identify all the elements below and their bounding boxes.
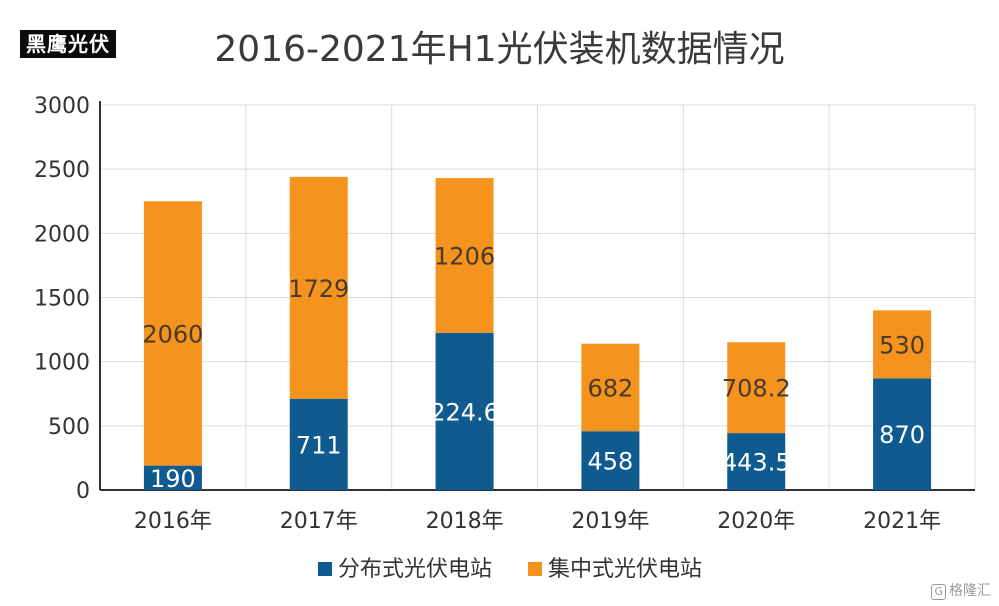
data-label-distributed: 458	[588, 448, 634, 476]
y-tick-label: 0	[76, 479, 90, 504]
data-label-distributed: 870	[879, 421, 925, 449]
x-tick-label: 2017年	[280, 509, 358, 534]
legend-swatch	[318, 562, 332, 576]
bar-centralized	[581, 343, 640, 432]
y-tick-label: 1500	[34, 287, 90, 312]
legend-swatch	[528, 562, 542, 576]
bar-centralized	[435, 178, 494, 333]
brand-logo: 黑鹰光伏	[20, 30, 116, 58]
watermark: G 格隆汇	[931, 580, 991, 600]
bar-distributed	[435, 332, 494, 490]
bar-distributed	[727, 433, 786, 490]
data-label-distributed: 224.6	[430, 398, 499, 426]
data-label-centralized: 530	[879, 331, 925, 359]
y-tick-label: 2000	[34, 222, 90, 247]
y-tick-label: 3000	[34, 94, 90, 119]
watermark-text: 格隆汇	[949, 583, 991, 599]
data-label-distributed: 443.5	[722, 449, 791, 477]
bar-distributed	[581, 431, 640, 490]
x-tick-label: 2020年	[717, 509, 795, 534]
data-label-distributed: 190	[150, 465, 196, 493]
x-tick-label: 2018年	[426, 509, 504, 534]
y-tick-label: 1000	[34, 351, 90, 376]
bar-distributed	[289, 398, 348, 490]
data-label-centralized: 1729	[288, 275, 349, 303]
y-tick-label: 2500	[34, 158, 90, 183]
data-label-centralized: 708.2	[722, 375, 791, 403]
legend-label: 分布式光伏电站	[338, 557, 492, 582]
x-tick-label: 2019年	[571, 509, 649, 534]
bar-centralized	[727, 342, 786, 434]
x-tick-label: 2016年	[134, 509, 212, 534]
data-label-centralized: 682	[588, 374, 634, 402]
bar-distributed	[873, 378, 932, 490]
data-label-centralized: 2060	[142, 320, 203, 348]
data-label-centralized: 1206	[434, 242, 495, 270]
watermark-icon: G	[931, 584, 946, 600]
data-label-distributed: 711	[296, 431, 342, 459]
bar-centralized	[873, 310, 932, 379]
chart-title: 2016-2021年H1光伏装机数据情况	[214, 29, 785, 70]
legend-label: 集中式光伏电站	[548, 557, 702, 582]
bar-distributed	[143, 465, 202, 490]
bar-centralized	[289, 176, 348, 399]
x-tick-label: 2021年	[863, 509, 941, 534]
bar-centralized	[143, 201, 202, 466]
y-tick-label: 500	[48, 415, 90, 440]
